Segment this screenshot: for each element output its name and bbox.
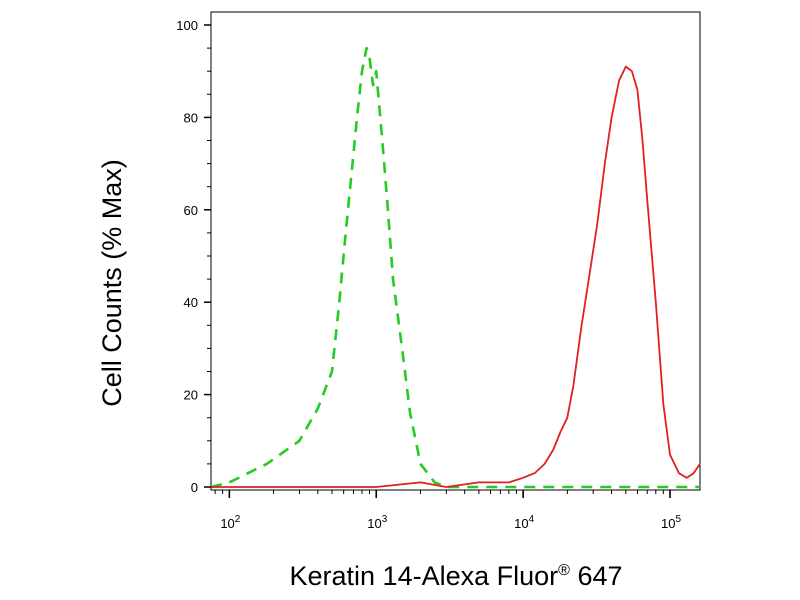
- plot-frame: [210, 11, 701, 491]
- x-axis-label-registered: ®: [558, 562, 570, 579]
- series-layer: [210, 46, 701, 489]
- x-axis: 102 103 104 105: [214, 490, 681, 531]
- x-tick-label: 103: [367, 514, 387, 531]
- y-axis-label: Cell Counts (% Max): [97, 159, 127, 407]
- y-tick-label: 40: [184, 295, 198, 310]
- x-tick-label: 102: [220, 514, 240, 531]
- y-axis: 0 20 40 60 80 100: [176, 18, 211, 495]
- y-tick-label: 100: [176, 18, 198, 33]
- y-tick-label: 60: [184, 203, 198, 218]
- y-tick-label: 20: [184, 388, 198, 403]
- x-axis-label-main: Keratin 14-Alexa Fluor: [290, 561, 559, 591]
- y-tick-label: 0: [191, 480, 198, 495]
- x-axis-label-suffix: 647: [570, 561, 623, 591]
- x-tick-label: 104: [514, 514, 534, 531]
- y-tick-label: 80: [184, 110, 198, 125]
- x-axis-label: Keratin 14-Alexa Fluor® 647: [290, 561, 623, 591]
- plot-area: [210, 11, 701, 491]
- series-line-1: [210, 46, 700, 489]
- x-tick-label: 105: [661, 514, 681, 531]
- series-line-2: [211, 65, 701, 488]
